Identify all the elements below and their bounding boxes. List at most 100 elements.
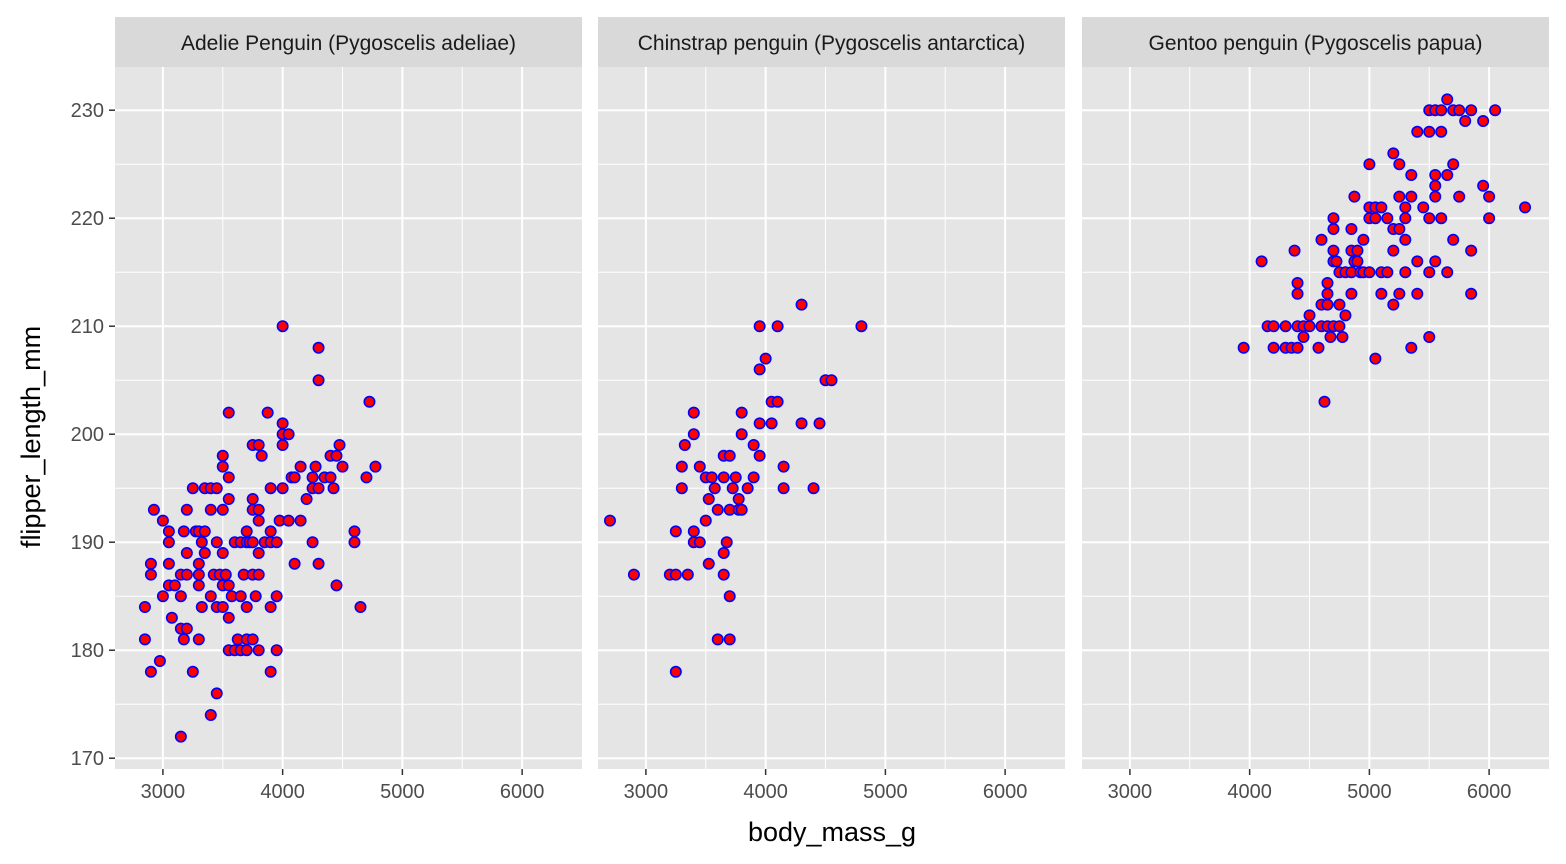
data-point	[360, 471, 373, 484]
data-point	[1303, 320, 1316, 333]
data-point	[720, 536, 733, 549]
data-point	[1453, 104, 1466, 117]
facet-strip	[1082, 17, 1549, 67]
data-point	[1336, 330, 1349, 343]
data-point	[1411, 125, 1424, 138]
data-point	[252, 644, 265, 657]
data-point	[216, 600, 229, 613]
data-point	[348, 525, 361, 538]
data-point	[162, 525, 175, 538]
data-point	[1489, 104, 1502, 117]
data-point	[264, 600, 277, 613]
facet-strip-label: Gentoo penguin (Pygoscelis papua)	[1149, 32, 1483, 55]
data-point	[705, 471, 718, 484]
data-point	[252, 568, 265, 581]
data-point	[1423, 266, 1436, 279]
data-point	[1447, 158, 1460, 171]
data-point	[1435, 212, 1448, 225]
data-point	[1330, 255, 1343, 268]
data-point	[252, 438, 265, 451]
data-point	[354, 600, 367, 613]
data-point	[363, 395, 376, 408]
data-point	[1465, 244, 1478, 257]
data-point	[1303, 309, 1316, 322]
data-point	[216, 460, 229, 473]
data-point	[1429, 179, 1442, 192]
data-point	[1477, 179, 1490, 192]
data-point	[198, 546, 211, 559]
data-point	[699, 514, 712, 527]
data-point	[1375, 201, 1388, 214]
data-point	[1405, 190, 1418, 203]
data-point	[1312, 341, 1325, 354]
data-point	[729, 471, 742, 484]
data-point	[333, 438, 346, 451]
data-point	[210, 536, 223, 549]
data-point	[1327, 212, 1340, 225]
data-point	[210, 482, 223, 495]
data-point	[813, 417, 826, 430]
data-point	[1288, 244, 1301, 257]
data-point	[192, 568, 205, 581]
data-point	[765, 417, 778, 430]
data-point	[222, 579, 235, 592]
data-point	[675, 460, 688, 473]
data-point	[192, 579, 205, 592]
data-point	[1333, 298, 1346, 311]
data-point	[192, 633, 205, 646]
data-point	[252, 514, 265, 527]
facet-strip-label: Adelie Penguin (Pygoscelis adeliae)	[181, 32, 516, 55]
data-point	[270, 536, 283, 549]
data-point	[717, 546, 730, 559]
data-point	[1255, 255, 1268, 268]
facet-strip-label: Chinstrap penguin (Pygoscelis antarctica…	[638, 32, 1026, 55]
y-tick-label: 230	[71, 100, 104, 122]
data-point	[1291, 341, 1304, 354]
data-point	[204, 708, 217, 721]
data-point	[1279, 320, 1292, 333]
data-point	[288, 471, 301, 484]
data-point	[669, 665, 682, 678]
data-point	[1318, 395, 1331, 408]
data-point	[246, 492, 259, 505]
data-point	[717, 471, 730, 484]
data-point	[1351, 244, 1364, 257]
data-point	[282, 514, 295, 527]
data-point	[1483, 190, 1496, 203]
panel-background	[115, 67, 582, 769]
data-point	[771, 320, 784, 333]
data-point	[204, 503, 217, 516]
data-point	[216, 449, 229, 462]
data-point	[741, 482, 754, 495]
x-tick-label: 4000	[260, 781, 305, 803]
data-point	[1423, 125, 1436, 138]
x-tick-label: 3000	[1108, 781, 1153, 803]
data-point	[1399, 266, 1412, 279]
data-point	[1267, 320, 1280, 333]
data-point	[1441, 93, 1454, 106]
data-point	[681, 568, 694, 581]
data-point	[1387, 147, 1400, 160]
data-point	[276, 417, 289, 430]
data-point	[693, 460, 706, 473]
data-point	[1381, 212, 1394, 225]
data-point	[219, 568, 232, 581]
data-point	[1291, 276, 1304, 289]
data-point	[777, 460, 790, 473]
data-point	[687, 428, 700, 441]
data-point	[162, 557, 175, 570]
data-point	[1429, 169, 1442, 182]
data-point	[669, 525, 682, 538]
data-point	[1345, 287, 1358, 300]
data-point	[147, 503, 160, 516]
data-point	[759, 352, 772, 365]
facet-strip	[115, 17, 582, 67]
data-point	[222, 492, 235, 505]
data-point	[1369, 352, 1382, 365]
data-point	[177, 633, 190, 646]
data-point	[1357, 233, 1370, 246]
data-point	[1327, 223, 1340, 236]
data-point	[252, 503, 265, 516]
data-point	[306, 536, 319, 549]
data-point	[144, 568, 157, 581]
